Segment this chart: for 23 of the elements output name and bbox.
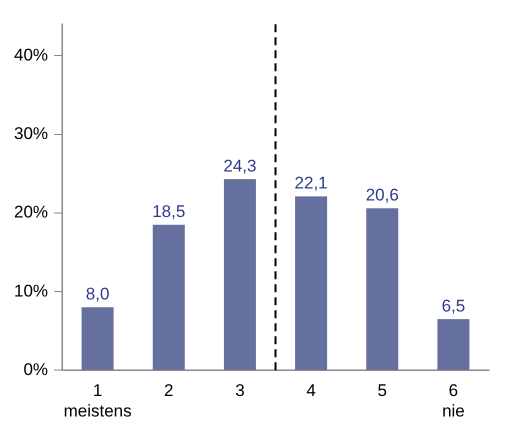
data-label: 6,5 (442, 296, 466, 316)
data-label: 22,1 (294, 174, 328, 193)
x-tick-label: 5 (378, 381, 387, 400)
bar (224, 179, 256, 370)
data-label: 24,3 (223, 156, 256, 176)
data-label: 20,6 (366, 185, 399, 204)
bar (295, 196, 328, 370)
y-tick-label: 40% (14, 45, 48, 64)
x-tick-label: 4 (306, 381, 316, 400)
bar (437, 319, 470, 370)
x-tick-label: 2 (164, 381, 174, 400)
bar (366, 208, 398, 370)
bar (152, 224, 185, 370)
y-tick-label: 20% (14, 202, 48, 222)
x-tick-label: 6 nie (442, 381, 465, 420)
data-label: 8,0 (86, 284, 110, 304)
data-label: 18,5 (152, 202, 186, 221)
y-tick-label: 30% (14, 124, 48, 143)
y-tick-label: 0% (23, 360, 48, 379)
x-tick-label: 1 meistens (64, 381, 132, 420)
bar (82, 307, 114, 370)
x-tick-label: 3 (235, 381, 245, 400)
y-tick-label: 10% (14, 281, 48, 300)
